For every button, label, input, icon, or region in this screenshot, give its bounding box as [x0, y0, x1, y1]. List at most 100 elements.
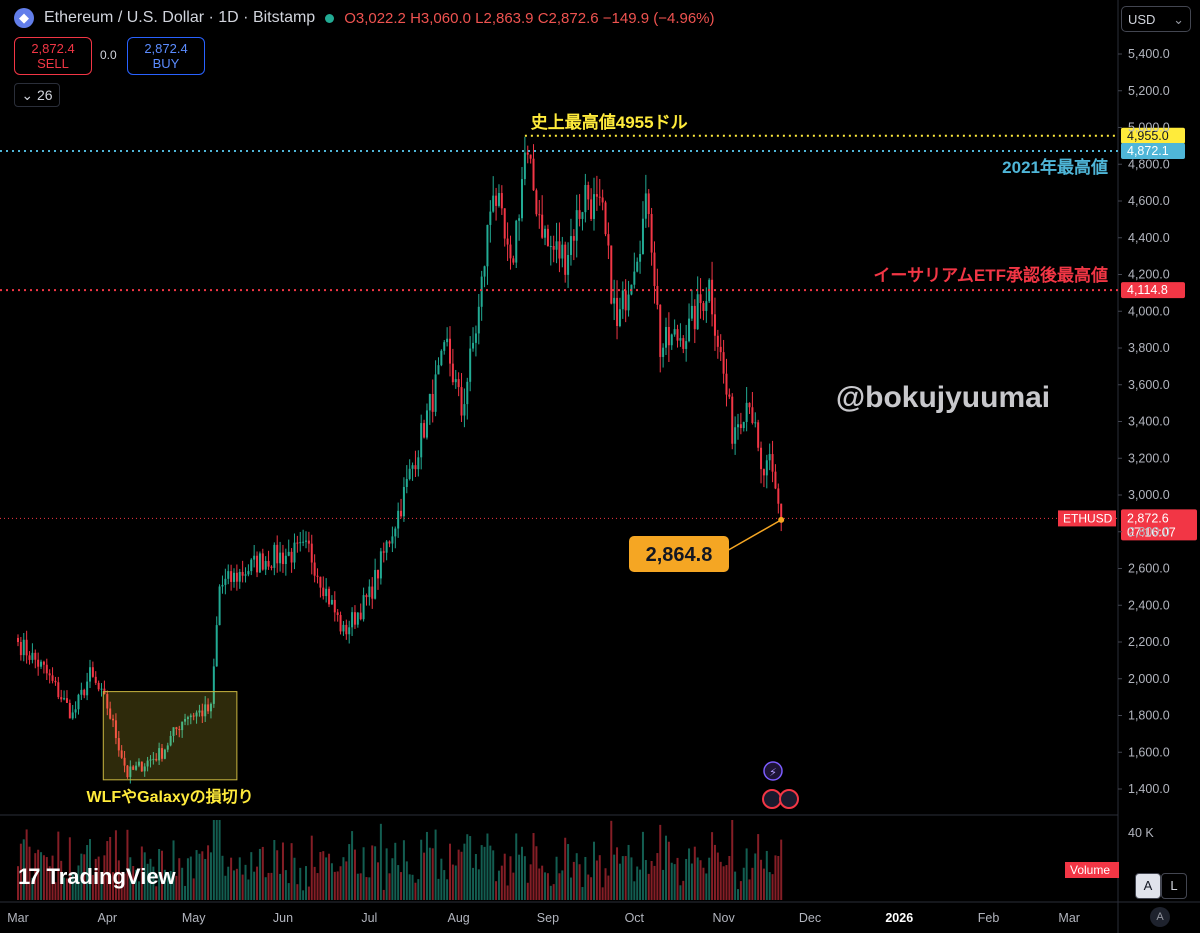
volume-bar — [316, 873, 319, 900]
volume-bar — [100, 881, 103, 900]
candle — [132, 766, 135, 770]
candle — [224, 578, 227, 585]
market-status-icon — [325, 13, 335, 23]
annotation-price-label: 4,114.8 — [1127, 283, 1168, 297]
x-tick-label: Dec — [799, 911, 821, 925]
volume-bar — [667, 841, 670, 900]
candle — [555, 241, 558, 250]
volume-bar — [126, 829, 129, 900]
lightning-icon[interactable] — [763, 761, 783, 781]
candle — [189, 715, 192, 718]
volume-bar — [705, 873, 708, 900]
candle — [22, 639, 25, 656]
volume-bar — [558, 873, 561, 900]
log-scale-button[interactable]: L — [1161, 873, 1187, 899]
buy-button[interactable]: 2,872.4 BUY — [127, 37, 205, 75]
candle — [535, 190, 538, 215]
candle — [515, 220, 518, 263]
volume-bar — [284, 870, 287, 900]
candle — [365, 595, 368, 598]
volume-bar — [610, 820, 613, 900]
candle — [267, 561, 270, 567]
volume-bar — [19, 843, 22, 900]
candle — [673, 329, 676, 335]
candle — [575, 210, 578, 241]
candle — [31, 652, 34, 660]
candle — [325, 588, 328, 597]
price-axis[interactable]: 1,400.0 1,600.0 1,800.0 2,000.0 2,200.0 2,400… — [1118, 47, 1170, 840]
volume-bar — [431, 848, 434, 900]
candle — [532, 158, 535, 191]
candle — [178, 729, 181, 731]
volume-bar — [175, 875, 178, 900]
symbol-title[interactable]: Ethereum / U.S. Dollar · 1D · Bitstamp — [44, 9, 316, 26]
time-axis[interactable]: Mar Apr May Jun Jul Aug Sep Oct Nov Dec 2026 Feb Mar — [7, 911, 1080, 925]
candle — [299, 542, 302, 544]
volume-bar — [192, 878, 195, 900]
candle — [307, 540, 310, 544]
candle — [512, 258, 515, 263]
sell-button[interactable]: 2,872.4 SELL — [14, 37, 92, 75]
y-tick-label: 4,000.0 — [1128, 304, 1170, 318]
volume-bar — [34, 853, 37, 900]
brand-name: TradingView — [46, 864, 176, 889]
volume-bar — [532, 833, 535, 900]
candle — [379, 551, 382, 579]
volume-bar — [382, 889, 385, 900]
volume-bar — [250, 852, 253, 900]
volume-bar — [564, 837, 567, 900]
candle — [653, 252, 656, 286]
volume-bar — [172, 840, 175, 900]
candle — [538, 214, 541, 216]
volume-bar — [457, 849, 460, 900]
economic-events[interactable]: ⚡ — [762, 761, 799, 809]
volume-bar — [83, 854, 86, 900]
volume-bar — [279, 873, 282, 900]
volume-bar — [310, 835, 313, 900]
volume-bar — [711, 832, 714, 900]
candle — [181, 721, 184, 731]
candle — [235, 572, 238, 582]
volume-bar — [333, 871, 336, 900]
volume-bar — [155, 886, 158, 900]
us-flag-icon[interactable] — [762, 789, 782, 809]
candle — [414, 465, 417, 470]
candle — [546, 228, 549, 247]
watermark-text: @bokujyuumai — [836, 381, 1050, 414]
volume-bar — [161, 850, 163, 900]
us-flag-icon[interactable] — [779, 789, 799, 809]
indicators-toggle[interactable]: ⌄ 26 — [14, 83, 60, 107]
candle — [483, 266, 486, 277]
volume-bar — [578, 864, 581, 900]
ethereum-icon: ◆ — [14, 8, 34, 28]
candle — [431, 393, 434, 412]
volume-bar — [555, 856, 558, 900]
y-tick-label: 5,400.0 — [1128, 47, 1170, 61]
volume-bar — [417, 879, 420, 900]
auto-fit-button[interactable]: A — [1150, 907, 1170, 927]
highlight-box — [102, 691, 238, 781]
volume-bar — [650, 860, 653, 900]
volume-bar — [379, 823, 382, 900]
candle — [774, 471, 777, 489]
candle — [480, 276, 483, 307]
candle — [40, 661, 43, 667]
volume-bar — [760, 859, 763, 900]
volume-bar — [734, 871, 737, 900]
volume-bar — [708, 857, 711, 900]
candle — [495, 195, 498, 206]
volume-bar — [339, 866, 342, 900]
candle — [117, 738, 120, 751]
currency-select[interactable]: USD ⌄ — [1121, 6, 1191, 32]
candle — [296, 542, 299, 544]
volume-bar — [63, 877, 66, 900]
candle — [201, 710, 204, 717]
candle — [610, 245, 613, 304]
candle — [748, 402, 751, 408]
ohlc-change: −149.9 (−4.96%) — [602, 9, 715, 27]
auto-scale-button[interactable]: A — [1135, 873, 1161, 899]
volume-bars — [17, 820, 783, 900]
candle — [460, 387, 463, 416]
candle — [650, 214, 653, 253]
